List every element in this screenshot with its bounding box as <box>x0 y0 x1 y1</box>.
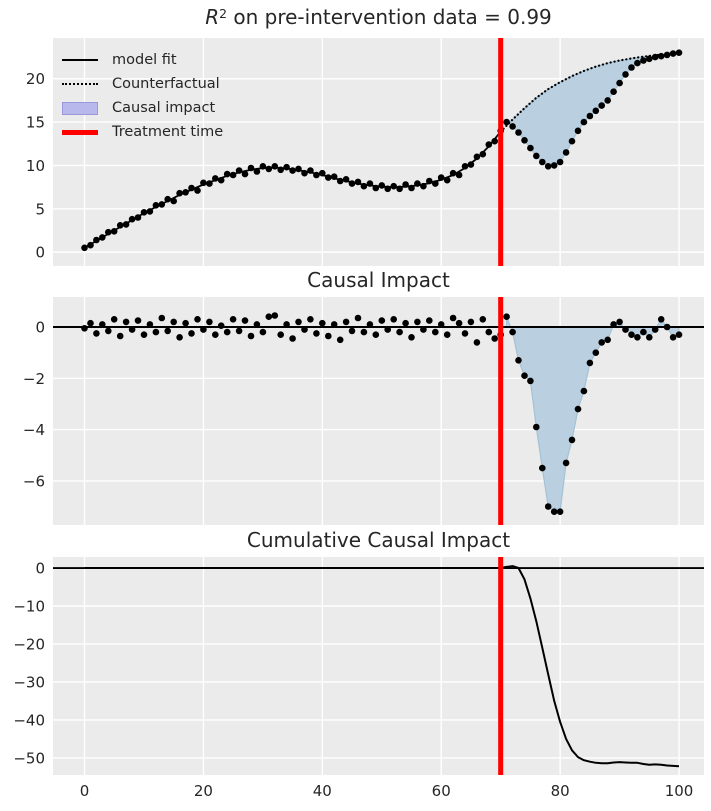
y-tick-label: 15 <box>26 114 45 132</box>
red-line-swatch-icon <box>62 129 98 135</box>
x-tick-label: 60 <box>432 782 451 800</box>
y-tick-label: −10 <box>13 597 45 615</box>
legend-item-treatment-time: Treatment time <box>62 120 223 144</box>
y-tick-label: −30 <box>13 673 45 691</box>
plot-background <box>53 557 704 775</box>
y-tick-label: 10 <box>26 157 45 175</box>
x-tick-label: 40 <box>313 782 332 800</box>
dotted-line-swatch-icon <box>62 83 98 85</box>
legend-label: model fit <box>112 52 177 68</box>
y-tick-label: −40 <box>13 711 45 729</box>
pointwise-plot-title: Causal Impact <box>307 268 450 292</box>
cumulative-impact-plot: 0 −10 −20 −30 −40 −50 0 20 40 60 80 100 <box>13 557 704 800</box>
pointwise-impact-plot: 0 −2 −4 −6 <box>23 297 704 525</box>
y-tick-label: −2 <box>23 370 45 388</box>
y-tick-label: −50 <box>13 749 45 767</box>
legend-item-counterfactual: Counterfactual <box>62 72 223 96</box>
title-superscript: 2 <box>219 5 228 21</box>
legend: model fit Counterfactual Causal impact T… <box>62 48 223 144</box>
top-plot-title: R2 on pre-intervention data = 0.99 <box>53 5 704 32</box>
y-tick-label: 5 <box>35 200 45 218</box>
y-tick-label: 0 <box>35 560 45 578</box>
legend-label: Causal impact <box>112 100 216 116</box>
x-tick-label: 80 <box>551 782 570 800</box>
x-tick-label: 100 <box>665 782 694 800</box>
legend-item-causal-impact: Causal impact <box>62 96 223 120</box>
y-tick-label: 0 <box>35 244 45 262</box>
legend-label: Treatment time <box>112 124 224 140</box>
y-tick-label: −6 <box>23 472 45 490</box>
title-text: on pre-intervention data = 0.99 <box>227 5 552 29</box>
x-tick-label: 0 <box>80 782 90 800</box>
y-tick-label: 20 <box>26 70 45 88</box>
title-r-symbol: R <box>205 5 220 29</box>
legend-item-model-fit: model fit <box>62 48 223 72</box>
legend-label: Counterfactual <box>112 76 220 92</box>
patch-swatch-icon <box>62 101 98 115</box>
observed-points <box>81 49 683 252</box>
x-tick-label: 20 <box>194 782 213 800</box>
y-tick-label: −20 <box>13 635 45 653</box>
y-tick-label: 0 <box>35 319 45 337</box>
cumulative-effect <box>84 565 680 768</box>
pre-intervention-fit-plot: 0 5 10 15 20 <box>26 38 704 266</box>
cumulative-plot-title: Cumulative Causal Impact <box>246 528 511 552</box>
pointwise-effect <box>81 312 683 515</box>
solid-line-swatch-icon <box>62 59 98 61</box>
y-tick-label: −4 <box>23 421 45 439</box>
